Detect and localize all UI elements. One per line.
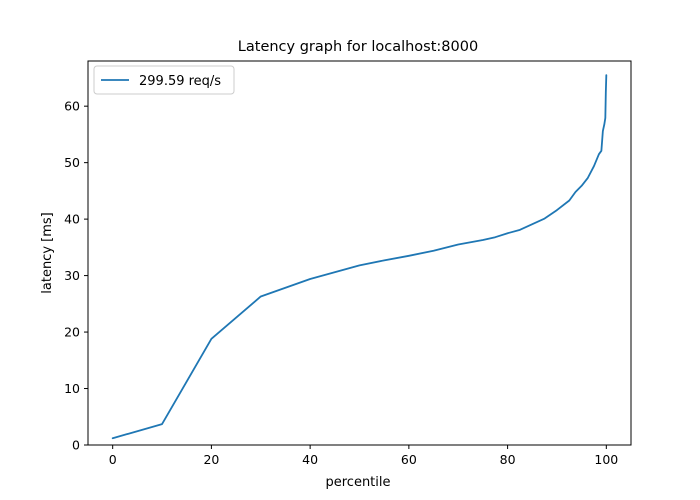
y-tick-label: 30 <box>64 268 80 283</box>
x-tick-label: 60 <box>401 452 417 467</box>
x-axis-label: percentile <box>325 475 390 490</box>
x-tick-label: 0 <box>109 452 117 467</box>
x-tick-label: 40 <box>302 452 318 467</box>
x-tick-label: 80 <box>500 452 516 467</box>
series-group <box>111 74 608 440</box>
y-tick-label: 0 <box>72 438 80 453</box>
y-tick-label: 10 <box>64 381 80 396</box>
plot-frame <box>87 60 632 446</box>
y-tick-label: 20 <box>64 325 80 340</box>
chart-title: Latency graph for localhost:8000 <box>238 39 478 55</box>
legend-label: 299.59 req/s <box>139 74 221 89</box>
x-tick-label: 20 <box>203 452 219 467</box>
y-axis-label: latency [ms] <box>40 212 55 293</box>
series-line <box>111 74 608 440</box>
legend: 299.59 req/s <box>93 65 235 95</box>
y-tick-label: 60 <box>64 99 80 114</box>
x-tick-label: 100 <box>594 452 618 467</box>
y-tick-label: 40 <box>64 212 80 227</box>
y-tick-label: 50 <box>64 155 80 170</box>
axes: 0 20 40 60 80 100 0 10 20 30 40 50 60 <box>64 60 632 467</box>
legend-frame <box>93 65 235 95</box>
